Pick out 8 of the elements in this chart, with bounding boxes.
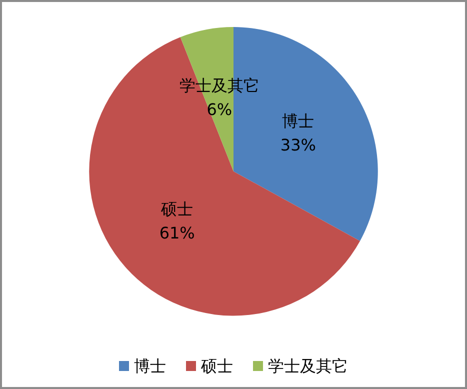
slice-label: 博士 [282,112,314,131]
data-label: 61% [159,224,195,243]
data-label: 33% [280,136,316,155]
legend-label: 博士 [134,356,166,376]
slice-label: 硕士 [160,200,194,219]
legend-label: 学士及其它 [268,356,348,376]
data-label: 6% [206,100,232,120]
legend-label: 硕士 [200,356,233,376]
